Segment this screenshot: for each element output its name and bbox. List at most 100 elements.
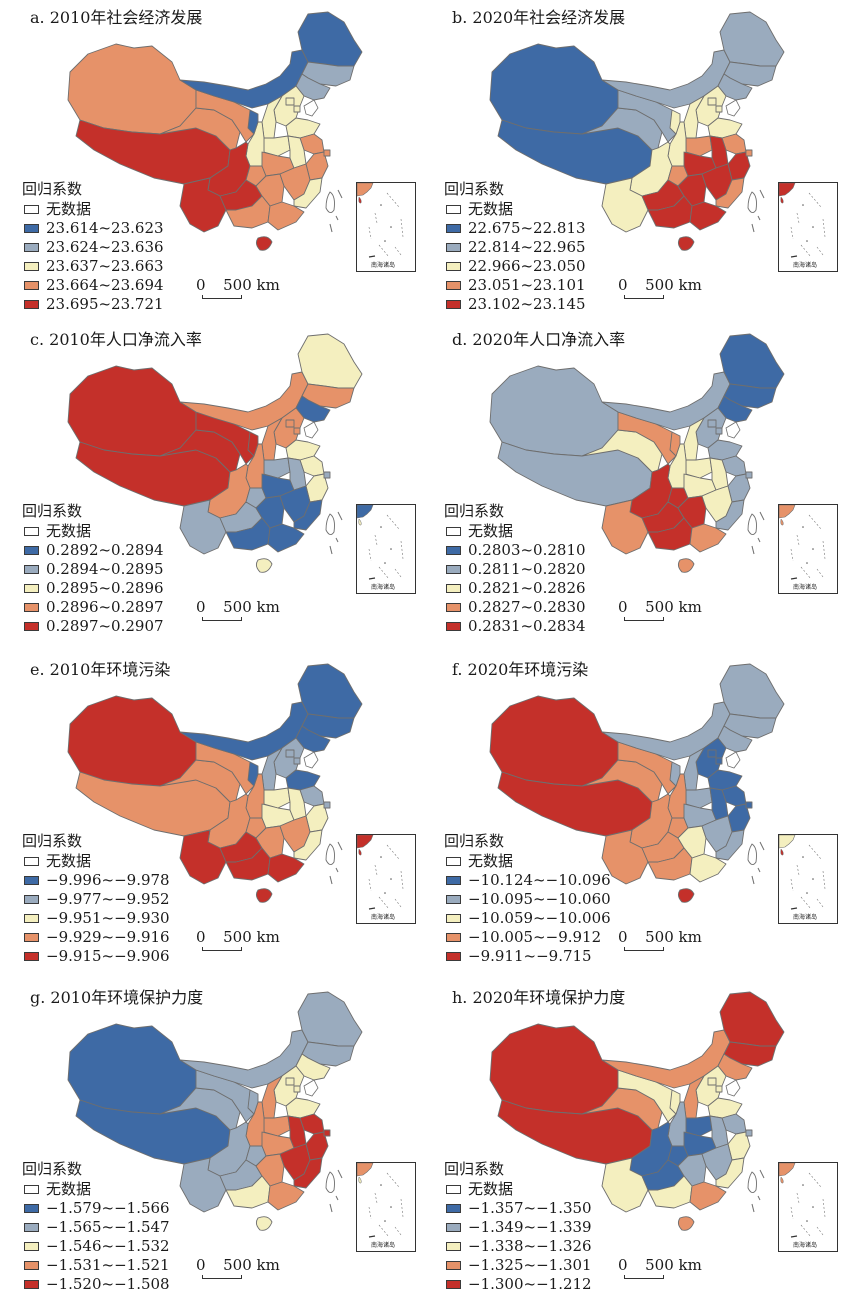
scale-line — [624, 617, 664, 621]
legend-label-3: −1.338~−1.326 — [468, 1237, 592, 1255]
coastal-island-1 — [759, 189, 765, 199]
scale-line — [202, 947, 242, 951]
province-tw — [325, 513, 335, 535]
legend-row-4: −10.005~−9.912 — [444, 928, 611, 947]
bohai-sea — [303, 1079, 319, 1097]
legend-row-nodata: 无数据 — [22, 522, 164, 541]
legend-label-3: 23.637~23.663 — [46, 257, 164, 275]
inset-coast — [779, 835, 796, 849]
province-fj — [715, 829, 745, 861]
province-bj — [285, 749, 295, 758]
province-nx — [247, 1089, 259, 1115]
legend-row-3: −1.546~−1.532 — [22, 1237, 170, 1256]
legend-label-4: −1.531~−1.521 — [46, 1256, 170, 1274]
inset-label: 南海诸岛 — [793, 1242, 818, 1249]
province-tj — [293, 757, 301, 765]
province-hlj — [297, 663, 363, 719]
legend-swatch-5 — [24, 1280, 39, 1289]
province-hlj — [719, 991, 785, 1047]
legend-row-nodata: 无数据 — [22, 200, 164, 219]
province-tj — [715, 757, 723, 765]
province-gd — [267, 1181, 305, 1211]
legend-row-2: −9.977~−9.952 — [22, 890, 170, 909]
coastal-island-0 — [329, 875, 333, 885]
legend: 回归系数 无数据 −9.996~−9.978 −9.977~−9.952 −9.95… — [22, 832, 170, 966]
legend-swatch-4 — [446, 933, 461, 942]
province-nx — [669, 1089, 681, 1115]
legend-label-5: 23.102~23.145 — [468, 295, 586, 313]
province-fj — [293, 177, 323, 209]
legend-swatch-4 — [446, 1261, 461, 1270]
legend-row-1: 23.614~23.623 — [22, 219, 164, 238]
legend-row-5: 23.695~23.721 — [22, 295, 164, 314]
legend-swatch-3 — [446, 584, 461, 593]
province-fj — [293, 499, 323, 531]
legend-swatch-4 — [24, 281, 39, 290]
coastal-island-0 — [751, 1203, 755, 1213]
map-panel-2: c. 2010年人口净流入率 回归系数 无数据 0.2892~0.2894 0.2… — [8, 322, 428, 644]
province-tw — [325, 191, 335, 213]
coastal-island-2 — [335, 1195, 339, 1201]
legend-row-2: 22.814~22.965 — [444, 238, 586, 257]
legend-label-nodata: 无数据 — [46, 522, 92, 540]
panel-title: c. 2010年人口净流入率 — [30, 330, 202, 349]
panel-title: b. 2020年社会经济发展 — [452, 8, 626, 27]
legend-label-4: 0.2827~0.2830 — [468, 598, 586, 616]
coastal-island-1 — [337, 511, 343, 521]
province-ha — [263, 457, 291, 479]
scale-line — [624, 1275, 664, 1279]
legend-row-3: −9.951~−9.930 — [22, 909, 170, 928]
coastal-island-0 — [751, 875, 755, 885]
legend-row-nodata: 无数据 — [444, 1180, 592, 1199]
legend-swatch-4 — [24, 1261, 39, 1270]
inset-coast — [779, 1163, 796, 1177]
coastal-island-0 — [751, 223, 755, 233]
province-nx — [247, 431, 259, 457]
province-xj — [489, 695, 619, 787]
bohai-sea — [303, 99, 319, 117]
legend-label-3: 0.2821~0.2826 — [468, 579, 586, 597]
coastal-island-1 — [337, 841, 343, 851]
inset-label: 南海诸岛 — [793, 262, 818, 269]
legend-label-nodata: 无数据 — [468, 200, 514, 218]
legend-row-3: 0.2821~0.2826 — [444, 579, 586, 598]
scale-bar: 0 500 km — [196, 1256, 280, 1279]
province-gd — [689, 523, 727, 553]
inset-label: 南海诸岛 — [371, 1242, 396, 1249]
legend-row-nodata: 无数据 — [444, 522, 586, 541]
legend-swatch-4 — [24, 933, 39, 942]
province-fj — [715, 499, 745, 531]
province-sh — [745, 149, 753, 157]
map-panel-7: h. 2020年环境保护力度 回归系数 无数据 −1.357~−1.350 −1.… — [430, 980, 850, 1302]
coastal-island-1 — [759, 1169, 765, 1179]
legend-label-2: 23.624~23.636 — [46, 238, 164, 256]
legend-title: 回归系数 — [444, 832, 505, 850]
province-xj — [67, 365, 197, 457]
province-ha — [263, 787, 291, 809]
legend-swatch-5 — [446, 1280, 461, 1289]
inset-label: 南海诸岛 — [371, 584, 396, 591]
coastal-island-2 — [757, 867, 761, 873]
legend-swatch-4 — [446, 281, 461, 290]
province-sh — [745, 471, 753, 479]
inset-coast — [357, 835, 374, 849]
province-xj — [67, 1023, 197, 1115]
legend-row-3: 23.637~23.663 — [22, 257, 164, 276]
province-ha — [685, 787, 713, 809]
province-nx — [669, 761, 681, 787]
south-china-sea-inset: 南海诸岛 — [778, 1162, 838, 1252]
legend-swatch-nodata — [446, 1185, 461, 1194]
scale-bar: 0 500 km — [196, 928, 280, 951]
legend-swatch-2 — [446, 243, 461, 252]
legend-row-4: −9.929~−9.916 — [22, 928, 170, 947]
province-sh — [323, 801, 331, 809]
province-hlj — [297, 333, 363, 389]
legend-label-4: −9.929~−9.916 — [46, 928, 170, 946]
scale-text: 500 km — [223, 928, 280, 946]
scale-line — [624, 947, 664, 951]
legend-title: 回归系数 — [444, 502, 505, 520]
province-hi — [255, 236, 273, 251]
scale-zero: 0 — [196, 1256, 206, 1274]
legend-label-1: −1.579~−1.566 — [46, 1199, 170, 1217]
legend-label-1: 0.2892~0.2894 — [46, 541, 164, 559]
